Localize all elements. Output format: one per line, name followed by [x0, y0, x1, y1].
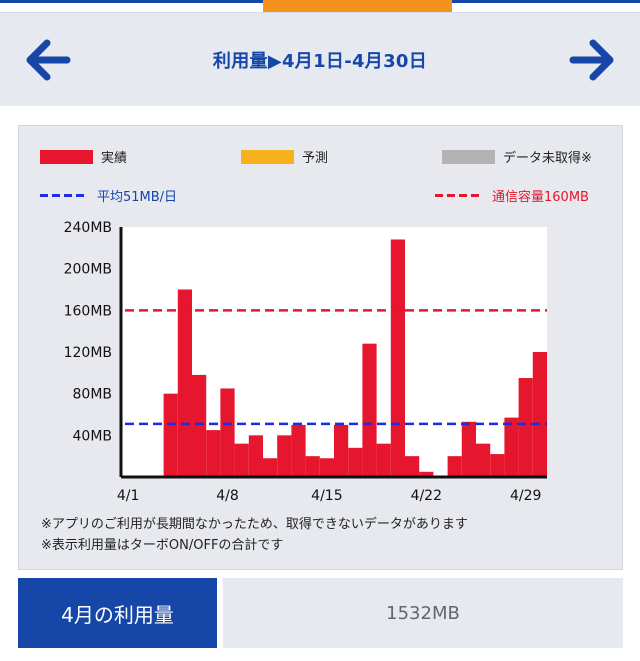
legend-average-label: 平均51MB/日: [97, 190, 178, 205]
previous-period-button[interactable]: [12, 13, 82, 107]
legend-unavailable: データ未取得※: [442, 147, 592, 166]
period-header: 利用量▶4月1日-4月30日: [0, 12, 640, 106]
note-turbo-total: ※表示利用量はターボON/OFFの合計です: [41, 538, 284, 553]
legend-actual-label: 実績: [101, 151, 128, 166]
bar-4/4: [163, 393, 178, 477]
bar-4/13: [291, 424, 306, 477]
bar-4/6: [192, 374, 207, 477]
bar-4/14: [305, 456, 320, 477]
y-tick-label: 240MB: [64, 220, 112, 236]
bar-4/18: [362, 343, 377, 477]
y-tick-label: 40MB: [73, 428, 113, 444]
bar-4/24: [447, 456, 462, 477]
bar-4/12: [277, 435, 292, 477]
legend-actual-swatch: [40, 149, 93, 164]
legend-average-dash: [40, 194, 88, 197]
legend-capacity-label: 通信容量160MB: [492, 190, 589, 205]
bar-4/29: [518, 378, 533, 477]
y-tick-label: 200MB: [64, 262, 112, 278]
bar-4/21: [405, 456, 420, 477]
bar-4/20: [390, 239, 405, 477]
bar-4/10: [248, 435, 263, 477]
arrow-left-icon: [26, 39, 71, 81]
bar-4/25: [461, 421, 476, 477]
period-title: 利用量▶4月1日-4月30日: [212, 51, 428, 72]
x-tick-label: 4/29: [510, 488, 541, 504]
legend-unavailable-swatch: [442, 149, 495, 164]
next-period-button[interactable]: [558, 13, 628, 107]
arrow-right-icon: [569, 39, 614, 81]
legend-actual: 実績: [40, 147, 127, 166]
legend-forecast-label: 予測: [302, 151, 329, 166]
x-tick-label: 4/22: [411, 488, 442, 504]
bar-4/8: [220, 388, 235, 477]
note-missing-data: ※アプリのご利用が長期間なかったため、取得できないデータがあります: [41, 517, 468, 532]
usage-chart-panel: 実績 予測 データ未取得※ 平均51MB/日 通信容量160MB 40MB 80M…: [18, 125, 623, 570]
bar-4/22: [419, 471, 434, 477]
bar-4/19: [376, 443, 391, 477]
y-tick-label: 80MB: [73, 387, 113, 403]
bar-4/11: [263, 458, 278, 477]
bar-4/15: [319, 458, 334, 477]
x-tick-label: 4/15: [311, 488, 342, 504]
bar-4/9: [234, 443, 249, 477]
legend-unavailable-label: データ未取得※: [503, 151, 592, 166]
bar-4/5: [177, 289, 192, 477]
bar-4/27: [490, 454, 505, 477]
bar-4/26: [476, 443, 491, 477]
active-tab-indicator: [263, 0, 452, 12]
legend-capacity-dash: [435, 194, 483, 197]
x-tick-label: 4/1: [117, 488, 140, 504]
bar-4/7: [206, 430, 221, 477]
monthly-usage-summary: 4月の利用量 1532MB: [18, 578, 623, 648]
y-tick-label: 120MB: [64, 345, 112, 361]
legend-average: 平均51MB/日: [40, 186, 177, 205]
bar-4/28: [504, 417, 519, 477]
monthly-usage-value: 1532MB: [223, 578, 623, 648]
legend-forecast: 予測: [241, 147, 328, 166]
usage-bar-chart: 40MB 80MB 120MB 160MB 200MB 240MB 4/1 4/8 4/15 4/…: [64, 220, 547, 504]
monthly-usage-label: 4月の利用量: [18, 578, 217, 648]
bar-4/17: [348, 447, 363, 477]
bar-4/16: [334, 424, 349, 477]
y-tick-label: 160MB: [64, 303, 112, 319]
bar-4/30: [532, 352, 547, 477]
x-tick-label: 4/8: [216, 488, 239, 504]
legend-capacity: 通信容量160MB: [435, 186, 589, 205]
legend-forecast-swatch: [241, 149, 294, 164]
